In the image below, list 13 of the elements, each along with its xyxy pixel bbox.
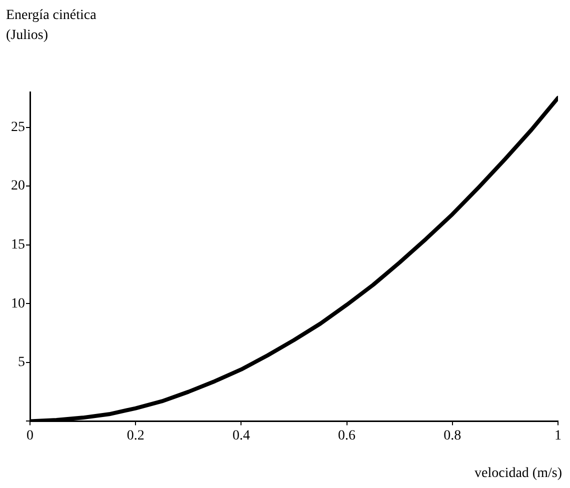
x-tick-label: 1	[554, 428, 562, 444]
y-tick-label: 10	[11, 296, 25, 312]
y-tick-label: 5	[18, 355, 25, 370]
y-axis-title: Energía cinética (Julios)	[6, 7, 96, 45]
x-tick-label: 0.6	[338, 428, 356, 444]
y-tick-label: 15	[11, 238, 25, 253]
x-axis-title: velocidad (m/s)	[474, 465, 562, 483]
x-tick-label: 0.4	[232, 428, 250, 444]
x-tick-label: 0.2	[126, 428, 144, 444]
y-tick-label: 25	[11, 120, 25, 135]
x-tick-label: 0.8	[444, 428, 462, 444]
x-tick-label: 0	[26, 428, 34, 444]
y-tick-label: 20	[11, 178, 25, 194]
